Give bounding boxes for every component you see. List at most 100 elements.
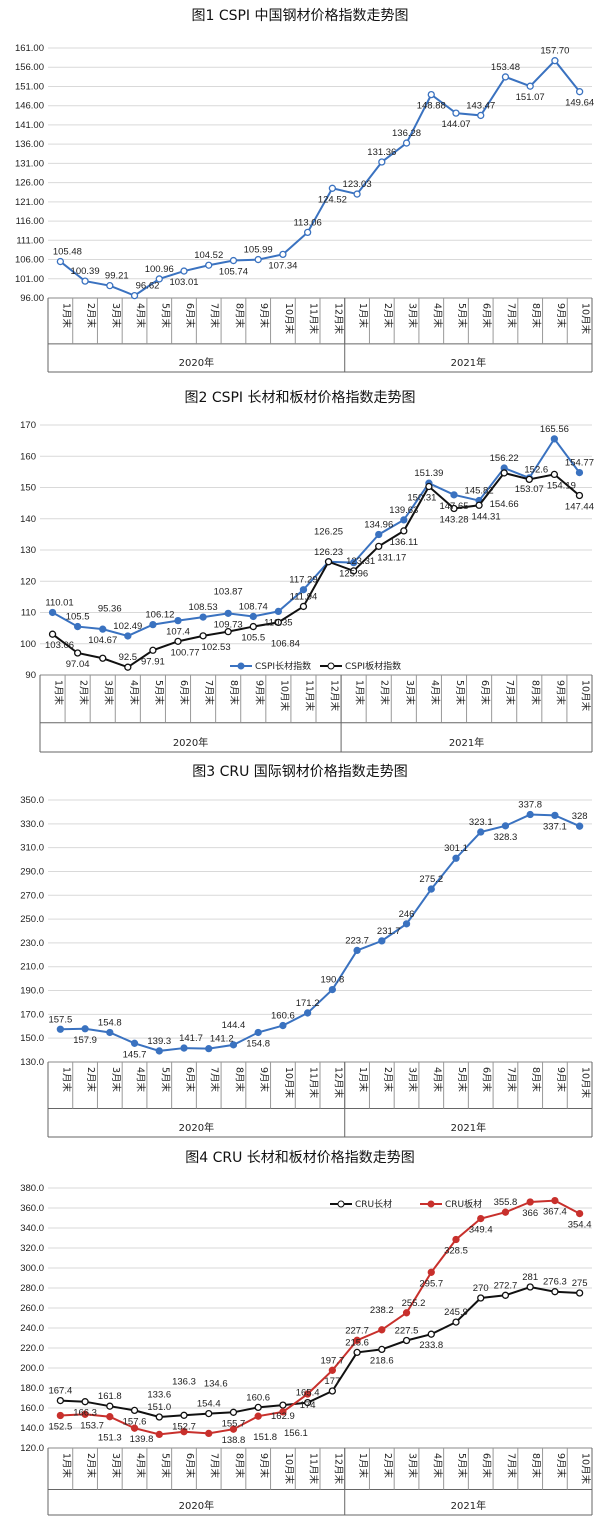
series-line (51, 471, 581, 669)
data-point (501, 822, 510, 830)
data-point (199, 632, 207, 640)
data-label: 157.5 (48, 1014, 72, 1025)
x-tick-label: 1月末 (357, 303, 369, 329)
data-point (452, 109, 460, 117)
data-point (224, 609, 232, 617)
x-tick-label: 10月末 (283, 303, 295, 335)
x-tick-label: 9月末 (258, 1453, 270, 1479)
chart-3: 图3 CRU 国际钢材价格指数走势图 130.0 150.0 170.0 190.0 21… (20, 764, 593, 1138)
data-point (130, 1424, 139, 1432)
x-tick-label: 12月末 (332, 303, 344, 335)
data-point (324, 558, 333, 566)
data-point (99, 625, 107, 633)
data-label: 143.28 (439, 515, 468, 526)
x-tick-label: 5月末 (159, 1453, 171, 1479)
data-label: 157.6 (123, 1416, 147, 1427)
x-tick-label: 4月末 (135, 1067, 147, 1093)
data-point (199, 613, 207, 621)
legend-label: CSPI长材指数 (255, 660, 311, 672)
data-label: 103.01 (169, 277, 198, 288)
y-tick-label: 121.00 (15, 197, 44, 208)
x-tick-label: 4月末 (128, 680, 140, 706)
y-tick-label: 210.0 (20, 962, 44, 973)
data-label: 105.5 (66, 612, 90, 623)
data-label: 152.7 (172, 1421, 196, 1432)
data-label: 108.53 (189, 602, 218, 613)
y-tick-label: 90 (25, 670, 36, 681)
data-point (427, 885, 435, 893)
data-label: 152.6 (524, 464, 548, 475)
y-tick-label: 120.0 (20, 1443, 44, 1454)
data-point (349, 567, 358, 575)
data-label: 354.4 (568, 1220, 592, 1231)
y-tick-label: 260.0 (20, 1303, 44, 1314)
x-tick-label: 8月末 (530, 1067, 542, 1093)
data-label: 107.4 (166, 627, 190, 638)
data-point (328, 1387, 337, 1395)
data-label: 134.6 (204, 1378, 228, 1389)
x-tick-label: 9月末 (555, 1453, 567, 1479)
x-tick-label: 10月末 (283, 1453, 295, 1485)
x-tick-label: 2月末 (78, 680, 90, 706)
x-tick-label: 11月末 (303, 680, 315, 712)
data-point (375, 542, 383, 550)
data-point (501, 1291, 510, 1299)
data-point (130, 1039, 139, 1047)
y-tick-label: 380.0 (20, 1183, 44, 1194)
data-label: 227.5 (395, 1326, 419, 1337)
group-label: 2021年 (451, 1499, 486, 1512)
y-tick-label: 96.00 (20, 293, 44, 304)
data-point (500, 469, 508, 477)
group-label: 2020年 (173, 736, 208, 749)
y-tick-label: 310.0 (20, 843, 44, 854)
data-point (274, 618, 283, 627)
group-label: 2021年 (451, 1121, 486, 1134)
data-point (299, 602, 308, 611)
data-label: 154.8 (246, 1038, 270, 1049)
data-label: 165.56 (540, 424, 569, 435)
legend-label: CSPI板材指数 (345, 660, 401, 672)
x-tick-label: 2月末 (379, 680, 391, 706)
chart-1: 图1 CSPI 中国钢材价格指数走势图 96.00 101.00 106.00 111.… (15, 8, 594, 373)
data-label: 100.96 (145, 264, 174, 275)
data-point (56, 1025, 65, 1033)
data-point (328, 184, 337, 192)
data-label: 255.2 (402, 1298, 426, 1309)
x-tick-label: 10月末 (580, 1067, 592, 1099)
data-point (180, 1428, 188, 1436)
data-point (229, 1425, 238, 1433)
data-label: 134.96 (364, 520, 393, 531)
x-tick-label: 10月末 (580, 303, 592, 335)
data-label: 171.2 (296, 998, 320, 1009)
data-label: 295.7 (419, 1278, 443, 1289)
x-tick-label: 12月末 (329, 680, 341, 712)
data-label: 154.66 (490, 499, 519, 510)
y-tick-label: 100 (20, 639, 36, 650)
data-point (48, 630, 57, 638)
y-tick-label: 330.0 (20, 819, 44, 830)
data-label: 270 (473, 1283, 489, 1294)
data-point (425, 482, 433, 491)
x-tick-label: 8月末 (529, 680, 541, 706)
data-label: 153.48 (491, 62, 520, 73)
data-label: 366 (522, 1208, 538, 1219)
data-label: 161.8 (98, 1391, 122, 1402)
x-tick-label: 10月末 (579, 680, 591, 712)
y-tick-label: 136.00 (15, 139, 44, 150)
y-tick-label: 190.0 (20, 986, 44, 997)
legend-marker (427, 1200, 435, 1208)
data-point (525, 475, 533, 484)
data-label: 99.21 (105, 271, 129, 282)
data-label: 323.1 (469, 817, 493, 828)
data-label: 117.29 (289, 575, 317, 586)
x-tick-label: 5月末 (454, 680, 466, 706)
data-label: 139.3 (147, 1036, 171, 1047)
data-point (526, 1198, 534, 1206)
data-label: 154.4 (197, 1399, 221, 1410)
data-label: 328.5 (444, 1246, 468, 1257)
data-label: 155.7 (222, 1418, 246, 1429)
data-label: 103.87 (214, 587, 243, 598)
data-label: 367.4 (543, 1207, 567, 1218)
data-point (205, 261, 213, 269)
series-line (60, 1285, 580, 1419)
